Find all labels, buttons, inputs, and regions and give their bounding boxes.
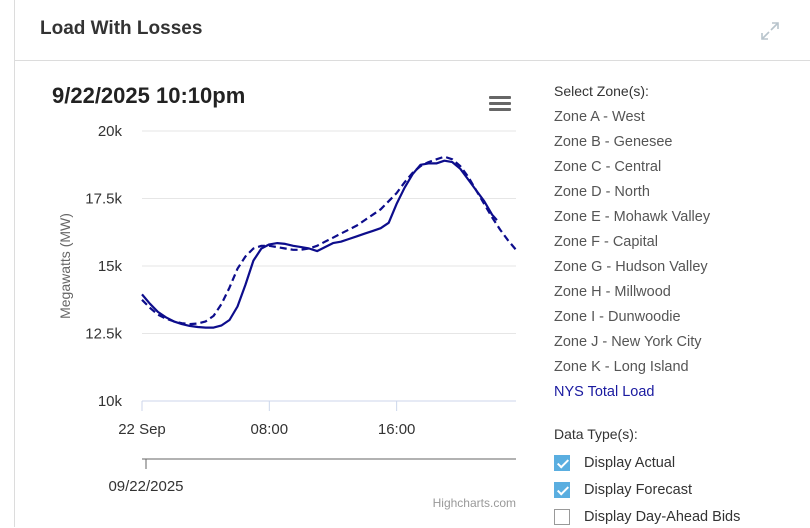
actual-series-line[interactable] <box>141 159 498 329</box>
highcharts-credits[interactable]: Highcharts.com <box>433 496 516 510</box>
load-panel: Load With Losses <box>14 0 810 527</box>
zone-item[interactable]: Zone B - Genesee <box>554 134 673 150</box>
data-type-label: Display Day-Ahead Bids <box>584 509 741 525</box>
zone-item[interactable]: Zone G - Hudson Valley <box>554 259 708 275</box>
y-tick-label: 20k <box>98 123 123 140</box>
zone-item[interactable]: Zone A - West <box>554 109 645 125</box>
zone-item[interactable]: Zone C - Central <box>554 159 662 175</box>
x-tick-label: 08:00 <box>251 421 289 438</box>
expand-icon[interactable] <box>759 20 781 42</box>
data-type-option[interactable]: Display Day-Ahead Bids <box>554 506 740 528</box>
zone-item[interactable]: Zone H - Millwood <box>554 284 671 300</box>
x-tick-label: 16:00 <box>378 421 416 438</box>
zone-selector: Select Zone(s): Zone A - West Zone B - Ge… <box>554 80 810 405</box>
y-tick-label: 15k <box>98 258 123 275</box>
panel-header: Load With Losses <box>15 0 810 61</box>
zone-item[interactable]: Zone D - North <box>554 184 650 200</box>
y-tick-label: 10k <box>98 393 123 410</box>
grid-lines <box>142 130 516 402</box>
hamburger-menu-icon[interactable] <box>489 96 511 111</box>
zone-item[interactable]: Zone F - Capital <box>554 234 658 250</box>
zone-item[interactable]: NYS Total Load <box>554 384 655 400</box>
x-tick-label: 22 Sep <box>118 421 166 438</box>
y-axis-title: Megawatts (MW) <box>57 213 73 319</box>
zone-item[interactable]: Zone K - Long Island <box>554 359 689 375</box>
checkbox-checked-icon[interactable] <box>554 455 570 471</box>
zone-item[interactable]: Zone J - New York City <box>554 334 702 350</box>
navigator[interactable]: 09/22/2025 <box>108 458 516 495</box>
x-axis: 22 Sep 08:00 16:00 <box>118 401 415 438</box>
y-tick-label: 12.5k <box>85 326 122 343</box>
panel-title: Load With Losses <box>40 18 203 39</box>
y-tick-label: 17.5k <box>85 191 122 208</box>
chart-title: 9/22/2025 10:10pm <box>52 83 245 108</box>
data-type-label: Display Actual <box>584 455 676 471</box>
zone-item[interactable]: Zone I - Dunwoodie <box>554 309 681 325</box>
navigator-date-label: 09/22/2025 <box>108 478 183 495</box>
checkbox-checked-icon[interactable] <box>554 482 570 498</box>
forecast-series-line[interactable] <box>141 155 517 326</box>
data-type-label: Display Forecast <box>584 482 692 498</box>
zone-list: Zone A - West Zone B - Genesee Zone C - Ce… <box>554 105 810 405</box>
data-type-heading: Data Type(s): <box>554 426 638 442</box>
series-group <box>141 155 517 329</box>
checkbox-unchecked-icon[interactable] <box>554 509 570 525</box>
y-axis-ticks: 10k 12.5k 15k 17.5k 20k <box>85 123 122 410</box>
zone-item[interactable]: Zone E - Mohawk Valley <box>554 209 711 225</box>
data-type-option[interactable]: Display Actual <box>554 452 675 474</box>
data-type-option[interactable]: Display Forecast <box>554 479 692 501</box>
chart-svg: 9/22/2025 10:10pm 10k 12.5k 15k 17.5k 20k Me… <box>52 83 517 510</box>
zone-heading: Select Zone(s): <box>554 83 649 99</box>
